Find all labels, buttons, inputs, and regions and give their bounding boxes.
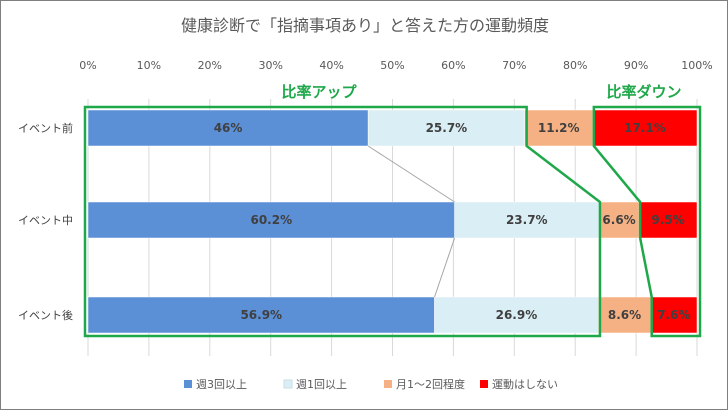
- x-tick-label: 20%: [198, 59, 222, 72]
- category-label: イベント中: [18, 214, 73, 227]
- data-label: 7.6%: [657, 308, 690, 322]
- legend-swatch: [384, 380, 392, 388]
- x-tick-label: 100%: [681, 59, 712, 72]
- connector-lines: [367, 145, 456, 298]
- bar-segment: [87, 201, 455, 239]
- ratio-down-label: 比率ダウン: [606, 83, 681, 101]
- legend-swatch: [480, 380, 488, 388]
- category-label: イベント後: [18, 308, 73, 322]
- connector-line: [434, 237, 456, 298]
- bar-segment: [638, 201, 698, 239]
- data-label: 23.7%: [506, 213, 548, 227]
- x-tick-label: 60%: [441, 59, 465, 72]
- x-tick-label: 70%: [502, 59, 526, 72]
- category-label: イベント前: [18, 121, 73, 135]
- data-label: 25.7%: [426, 121, 468, 135]
- chart-title: 健康診断で「指摘事項あり」と答えた方の運動頻度: [181, 16, 549, 35]
- x-tick-label: 0%: [79, 59, 96, 72]
- legend-label: 運動はしない: [492, 377, 558, 391]
- x-tick-labels: 0% 10% 20% 30% 40% 50% 60% 70% 80% 90% 100%: [79, 59, 712, 72]
- ratio-up-outline: [83, 105, 602, 338]
- bar-segment: [592, 109, 698, 147]
- data-label: 26.9%: [496, 308, 538, 322]
- x-tick-label: 40%: [319, 59, 343, 72]
- ratio-down-outline: [592, 105, 702, 338]
- annotations: 比率アップ 比率ダウン: [83, 83, 702, 338]
- x-tick-label: 90%: [624, 59, 648, 72]
- data-label: 11.2%: [538, 121, 580, 135]
- bar-segment: [650, 296, 698, 334]
- bar-segment: [434, 296, 599, 334]
- connector-line: [367, 145, 455, 203]
- legend-label: 月1～2回程度: [396, 377, 465, 391]
- data-label: 8.6%: [608, 308, 641, 322]
- bar-segment: [598, 201, 640, 239]
- ratio-up-label: 比率アップ: [281, 83, 357, 101]
- x-tick-label: 80%: [563, 59, 587, 72]
- x-tick-label: 30%: [258, 59, 282, 72]
- data-label: 9.5%: [651, 213, 684, 227]
- bar-segment: [454, 201, 600, 239]
- x-tick-label: 10%: [137, 59, 161, 72]
- bar-segment: [598, 296, 651, 334]
- legend-label: 週1回以上: [296, 378, 347, 391]
- data-label: 46%: [214, 121, 243, 135]
- bar-segment: [367, 109, 525, 147]
- legend-swatch: [283, 379, 293, 389]
- data-label: 60.2%: [250, 213, 292, 227]
- data-label: 56.9%: [240, 308, 282, 322]
- data-label: 6.6%: [602, 213, 635, 227]
- legend: 週3回以上 週1回以上 月1～2回程度 運動はしない: [184, 377, 558, 391]
- data-labels: 46% 25.7% 11.2% 17.1% 60.2% 23.7% 6.6% 9.5% 56.9…: [214, 121, 691, 322]
- bar-segment: [87, 109, 369, 147]
- bar-segment: [524, 109, 594, 147]
- bars: [87, 109, 698, 334]
- legend-label: 週3回以上: [196, 378, 247, 391]
- legend-swatch: [184, 380, 192, 388]
- x-tick-label: 50%: [380, 59, 404, 72]
- data-label: 17.1%: [624, 121, 666, 135]
- bar-segment: [87, 296, 435, 334]
